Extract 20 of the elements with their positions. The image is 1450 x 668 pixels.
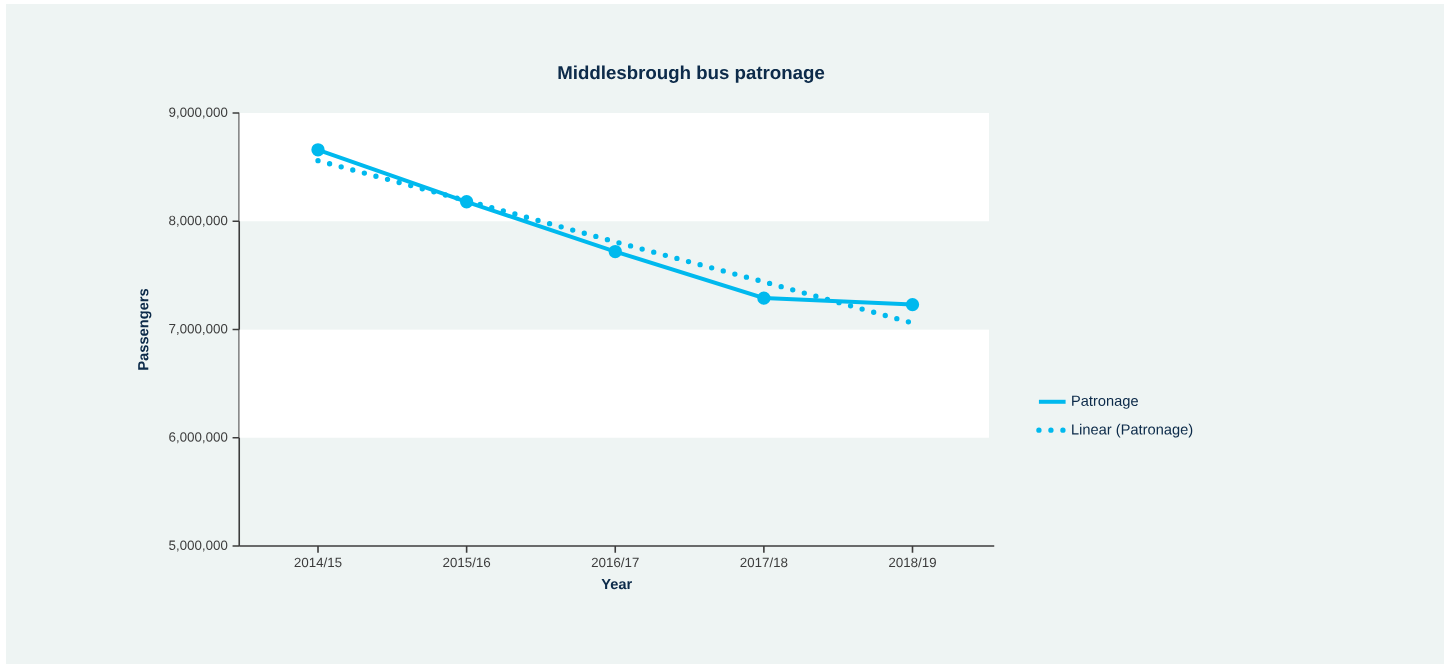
x-axis-title: Year [601,579,632,590]
y-tick-label: 9,000,000 [169,107,228,119]
y-axis-title: Passengers [138,288,152,370]
point [905,297,920,312]
x-tick-label: 2015/16 [443,557,491,568]
x-tick-label: 2017/18 [740,557,788,568]
y-tick-label: 6,000,000 [169,432,228,444]
legend-label: Patronage [1072,395,1138,409]
point [757,291,771,305]
point [459,195,474,209]
legend-label: Linear (Patronage) [1072,423,1193,438]
x-tick-label: 2016/17 [591,557,639,568]
y-tick-label: 8,000,000 [169,215,228,227]
point [311,143,325,157]
x-tick-label: 2018/19 [889,557,936,568]
y-tick-label: 7,000,000 [169,323,228,336]
y-tick-label: 5,000,000 [169,540,228,552]
chart-title: Middlesbrough bus patronage [558,65,825,83]
x-tick-label: 2014/15 [294,557,342,568]
point [608,244,622,259]
